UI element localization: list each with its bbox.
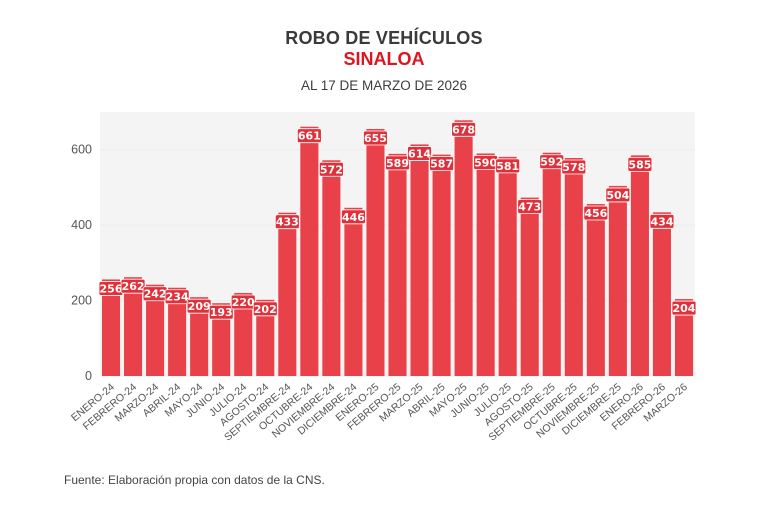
bar [608,185,627,376]
bar [498,156,517,376]
chart-date: AL 17 DE MARZO DE 2026 [300,78,468,93]
value-label-bg [517,199,543,215]
value-label: 589 [386,157,409,170]
value-label: 655 [364,132,387,145]
bar [190,297,209,376]
bar [300,126,319,376]
value-label: 446 [342,211,365,224]
value-label-bg [385,155,410,171]
source-note: Fuente: Elaboración propia con datos de … [64,473,325,487]
x-axis: ENERO-24FEBRERO-24MARZO-24ABRIL-24MAYO-2… [69,381,690,444]
bar [630,155,649,376]
bar [278,212,297,376]
bar [476,153,495,376]
value-label: 587 [430,158,453,171]
value-label-bg [627,156,653,172]
bars [101,120,694,376]
value-label-bg [671,300,697,316]
value-label: 585 [628,158,651,171]
y-tick-label: 400 [71,218,92,232]
y-axis: 0 200 400 600 [71,143,92,383]
bar [168,287,187,376]
chart-region: SINALOA [343,49,425,69]
bar [674,299,694,376]
bar [212,303,231,376]
value-label: 473 [518,201,541,214]
bar [124,277,143,376]
bar [146,284,165,376]
y-tick-label: 600 [71,143,92,157]
value-label: 614 [408,147,431,160]
bar [366,128,385,376]
value-label-bg [274,214,300,230]
value-label: 572 [320,163,343,176]
value-label-bg [164,289,190,305]
bar [520,197,539,376]
value-label: 433 [276,216,299,229]
value-label-bg [451,121,477,137]
bar [432,154,451,376]
bar [234,293,253,376]
value-label-bg [318,161,344,177]
value-label: 504 [606,189,629,202]
value-label-bg [649,213,675,229]
value-label-bg [495,158,521,174]
value-label: 202 [254,303,277,316]
value-label: 590 [474,156,497,169]
value-label-bg [296,128,322,144]
value-label-bg [120,278,146,294]
value-label: 456 [584,207,607,220]
bar [564,158,583,376]
bar [101,279,121,376]
value-label-bg [583,205,609,221]
bar [410,144,429,376]
value-label: 209 [188,300,211,313]
bar [652,212,671,376]
bar [344,207,363,376]
value-label: 578 [562,161,585,174]
value-label: 220 [232,296,255,309]
value-label-bg [208,304,234,320]
value-label: 661 [298,130,321,143]
value-label: 256 [100,282,123,295]
value-label-bg [407,146,432,161]
value-label-bg [605,187,631,203]
bar [454,120,473,376]
value-label: 592 [540,156,563,169]
value-label: 234 [166,291,189,304]
y-tick-label: 200 [71,294,92,308]
bar [586,204,605,376]
value-label: 581 [496,160,519,173]
value-label: 678 [452,123,475,136]
y-tick-label: 0 [85,369,92,383]
chart-title: ROBO DE VEHÍCULOS [285,28,483,48]
value-label: 434 [650,215,673,228]
value-label-bg [363,130,388,146]
value-label-bg [252,301,278,317]
bar [388,153,407,376]
value-label-bg [561,159,587,175]
value-label: 193 [210,306,233,319]
bar [322,160,341,376]
bar [542,152,561,376]
bar [256,299,275,376]
value-label: 262 [122,280,145,293]
value-label: 242 [144,288,167,301]
value-label-bg [341,209,366,225]
value-label: 204 [672,302,695,315]
value-label-bg [429,156,454,172]
